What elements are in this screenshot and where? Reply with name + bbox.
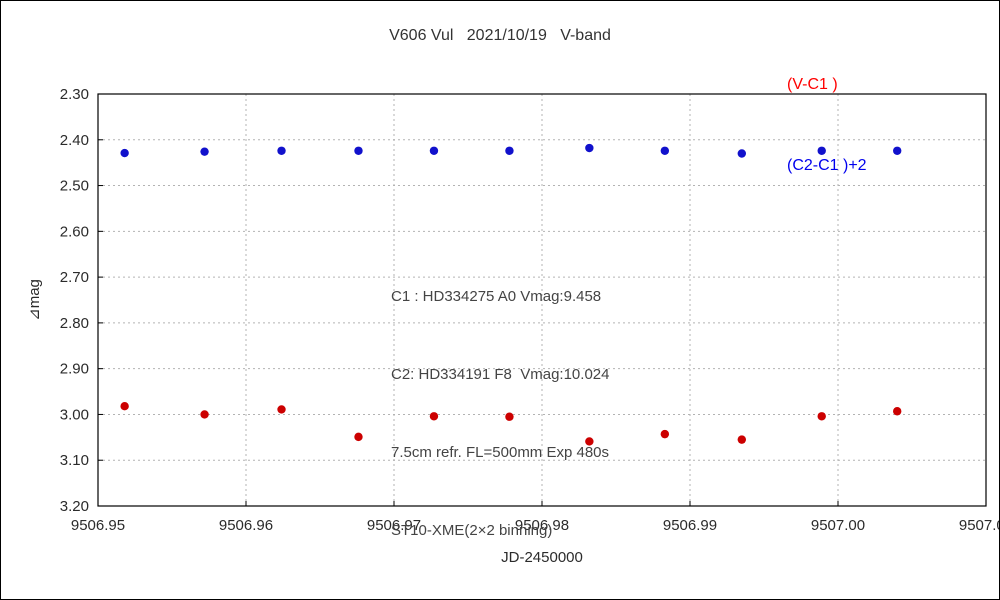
data-point-v-c1 [120,402,129,411]
x-tick-label: 9507.01 [959,517,1000,534]
data-point-v-c1 [817,412,826,421]
annotation-line-telescope: 7.5cm refr. FL=500mm Exp 480s [391,444,610,461]
y-tick-label: 2.50 [60,178,89,195]
data-point-c2-c1-plus2 [585,143,594,153]
y-tick-label: 2.60 [60,223,89,240]
y-axis-label: ⊿mag [26,279,43,321]
data-point-c2-c1-plus2 [277,146,286,155]
data-point-c2-c1-plus2 [120,148,129,158]
y-tick-label: 2.80 [60,315,89,332]
x-tick-label: 9506.96 [219,517,273,534]
data-point-c2-c1-plus2 [817,146,826,155]
x-tick-label: 9507.00 [811,517,865,534]
legend-item-v-c1: (V-C1 ) [787,76,838,93]
annotation-line-camera: ST10-XME(2×2 binning) [391,522,553,539]
legend-item-c2-c1: (C2-C1 )+2 [787,157,867,174]
data-point-c2-c1-plus2 [429,146,439,155]
data-point-v-c1 [737,435,746,444]
data-point-v-c1 [585,437,594,446]
y-tick-label: 3.10 [60,452,89,469]
annotation-line-c1: C1 : HD334275 A0 Vmag:9.458 [391,288,602,305]
y-tick-label: 2.90 [60,361,89,378]
y-tick-label: 2.40 [60,132,89,149]
x-tick-label: 9506.95 [71,517,125,534]
data-point-v-c1 [893,407,902,416]
x-tick-label: 9506.97 [367,517,421,534]
y-tick-label: 3.00 [60,406,89,423]
data-point-c2-c1-plus2 [200,147,209,156]
y-tick-label: 2.70 [60,269,89,286]
data-point-c2-c1-plus2 [737,149,746,158]
data-point-v-c1 [505,412,514,421]
legend: (V-C1 ) (C2-C1 )+2 [787,17,867,233]
data-point-v-c1 [277,405,286,414]
data-point-v-c1 [354,432,363,442]
x-tick-label: 9506.98 [515,517,569,534]
y-tick-label: 2.30 [60,86,89,103]
plot-border [97,93,987,507]
data-point-c2-c1-plus2 [505,146,514,155]
chart-title: V606 Vul 2021/10/19 V-band [389,27,611,44]
y-tick-label: 3.20 [60,498,89,515]
data-point-c2-c1-plus2 [893,146,902,155]
data-point-v-c1 [200,410,209,419]
data-point-c2-c1-plus2 [660,146,670,155]
x-tick-label: 9506.99 [663,517,717,534]
data-point-v-c1 [660,429,670,439]
annotation-line-c2: C2: HD334191 F8 Vmag:10.024 [391,366,610,383]
x-axis-label: JD-2450000 [501,549,583,566]
annotation-block: C1 : HD334275 A0 Vmag:9.458 C2: HD334191… [391,232,609,596]
data-point-v-c1 [429,412,439,421]
data-point-c2-c1-plus2 [354,146,363,155]
